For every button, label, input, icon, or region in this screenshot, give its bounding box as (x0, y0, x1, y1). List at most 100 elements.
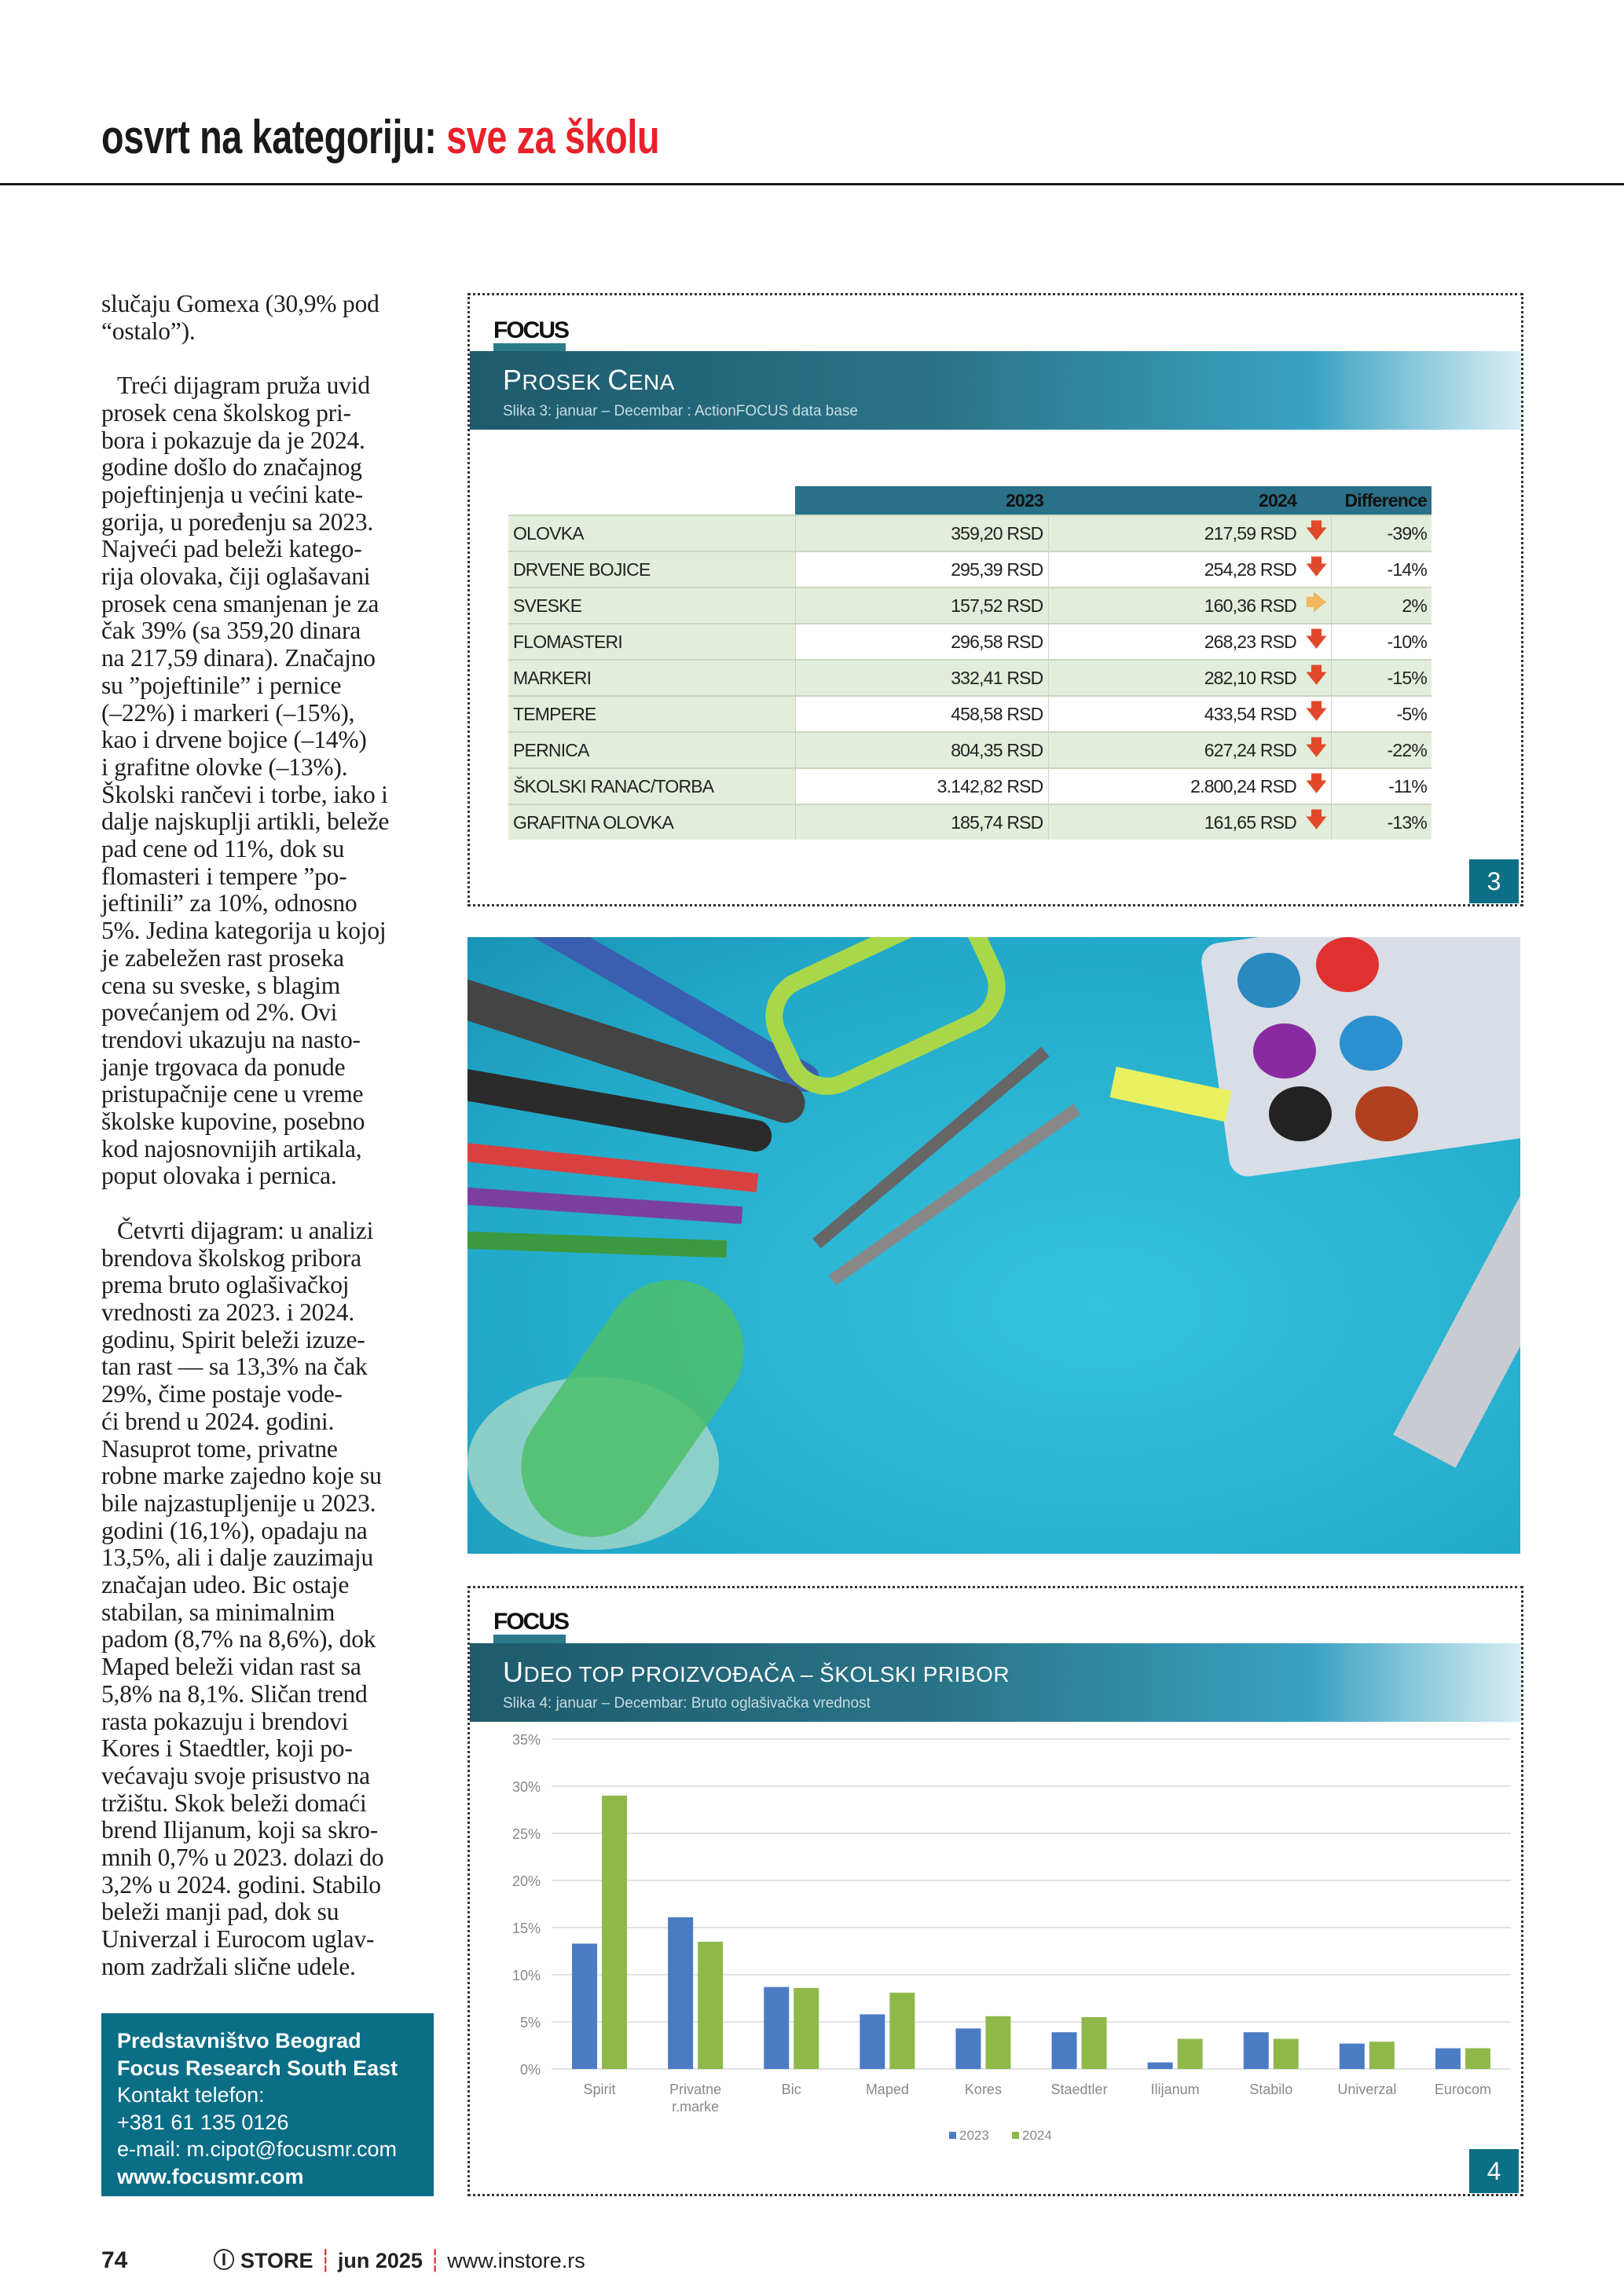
instore-logo-icon: Ⓘ (213, 2249, 235, 2272)
figure-subtitle: Slika 4: januar – Decembar: Bruto oglaši… (503, 1695, 871, 1712)
text-line: rasta pokazuju i brendovi (101, 1707, 349, 1735)
difference: -13% (1331, 804, 1432, 840)
text-line: kod najosnovnijih artikala, (101, 1134, 362, 1163)
sticky-note-shape (1109, 1066, 1232, 1122)
bar-2023 (668, 1917, 694, 2069)
value-2024: 217,59 RSD (1047, 514, 1301, 551)
row-label: PERNICA (508, 731, 795, 768)
contact-website[interactable]: www.focusmr.com (117, 2164, 304, 2188)
legend-swatch (949, 2132, 956, 2139)
focus-logo: FOCUS (493, 1610, 570, 1643)
contact-email[interactable]: e-mail: m.cipot@focusmr.com (117, 2137, 397, 2161)
separator: ┆ (428, 2249, 442, 2272)
figure-number-badge: 4 (1469, 2149, 1519, 2193)
text-line: i grafitne olovke (–13%). (101, 753, 348, 781)
table-row: DRVENE BOJICE 295,39 RSD 254,28 RSD 🡇 -14% (508, 551, 1432, 588)
text-line: dalje najskuplji artikli, beleže (101, 807, 390, 836)
page-number: 74 (101, 2247, 128, 2273)
bar-2023 (1243, 2032, 1269, 2069)
y-tick-label: 25% (512, 1826, 541, 1842)
article-paragraph: slučaju Gomexa (30,9% pod “ostalo”). (101, 290, 439, 345)
issue-date: jun 2025 (337, 2249, 423, 2272)
table-row: PERNICA 804,35 RSD 627,24 RSD 🡇 -22% (508, 731, 1432, 768)
row-label: DRVENE BOJICE (508, 551, 795, 588)
value-2023: 296,58 RSD (794, 623, 1048, 660)
text-line: školske kupovine, posebno (101, 1108, 365, 1136)
text-line: gorija, u poređenju sa 2023. (101, 507, 374, 536)
row-label: GRAFITNA OLOVKA (508, 804, 795, 840)
bar-2024 (889, 1992, 915, 2069)
page-footer: 74 Ⓘ STORE ┆ jun 2025 ┆ www.instore.rs (101, 2243, 585, 2274)
difference: -11% (1331, 767, 1432, 804)
header-rule (0, 183, 1624, 185)
difference: -5% (1331, 695, 1432, 732)
text-line: 29%, čime postaje vode- (101, 1380, 343, 1408)
text-line: trendovi ukazuju na nasto- (101, 1025, 361, 1053)
pencil-shape (467, 1230, 728, 1258)
col-header-2024: 2024 (1048, 486, 1301, 515)
text-line: 13,5%, ali i dalje zauzimaju (101, 1543, 374, 1572)
text-line: padom (8,7% na 8,6%), dok (101, 1625, 376, 1653)
x-tick-label: Maped (866, 2082, 909, 2097)
table-row: ŠKOLSKI RANAC/TORBA 3.142,82 RSD 2.800,24 … (508, 767, 1432, 804)
text-line: Najveći pad beleži katego- (101, 535, 362, 563)
table-row: MARKERI 332,41 RSD 282,10 RSD 🡇 -15% (508, 659, 1432, 696)
text-line: značajan udeo. Bic ostaje (101, 1571, 350, 1599)
value-2023: 359,20 RSD (794, 514, 1048, 551)
text-line: vrednosti za 2023. i 2024. (101, 1298, 354, 1326)
bar-2024 (1081, 2017, 1107, 2069)
x-tick-label: Privatne (669, 2082, 721, 2097)
value-2024: 160,36 RSD (1047, 587, 1301, 624)
price-table: 2023 2024 Difference OLOVKA 359,20 RSD 217… (508, 486, 1432, 840)
x-tick-label: Bic (782, 2082, 801, 2097)
arrow-down-icon: 🡇 (1301, 623, 1332, 660)
paint-well (1355, 1086, 1418, 1141)
bar-2024 (1465, 2048, 1490, 2069)
value-2023: 804,35 RSD (794, 731, 1048, 768)
x-tick-label: Staedtler (1051, 2082, 1108, 2097)
text-line: bora i pokazuje da je 2024. (101, 426, 365, 454)
text-line: slučaju Gomexa (30,9% pod (101, 290, 379, 317)
text-line: pristupačnije cene u vreme (101, 1080, 364, 1108)
page-title: osvrt na kategoriju: sve za školu (101, 110, 660, 164)
text-line: godini (16,1%), opadaju na (101, 1516, 368, 1544)
bar-2024 (1273, 2038, 1299, 2069)
text-line: Kores i Staedtler, koji po- (101, 1734, 353, 1763)
x-tick-label: Stabilo (1249, 2082, 1292, 2097)
value-2023: 185,74 RSD (794, 804, 1048, 840)
y-tick-label: 15% (512, 1921, 541, 1936)
text-line: jeftinili” za 10%, odnosno (101, 889, 357, 917)
value-2023: 458,58 RSD (794, 695, 1048, 732)
contact-office: Predstavništvo Beograd (117, 2029, 361, 2052)
bar-2024 (985, 2016, 1011, 2069)
text-line: Maped beleži vidan rast sa (101, 1653, 361, 1681)
text-line: “ostalo”). (101, 317, 196, 345)
x-tick-label: Eurocom (1435, 2082, 1491, 2097)
text-line: povećanjem od 2%. Ovi (101, 998, 338, 1027)
value-2024: 433,54 RSD (1047, 695, 1301, 732)
paint-well (1316, 937, 1379, 992)
bar-2023 (1435, 2048, 1461, 2069)
text-line: kao i drvene bojice (–14%) (101, 726, 367, 754)
text-line: janje trgovaca da ponude (101, 1053, 346, 1081)
bar-2024 (698, 1942, 724, 2069)
text-line: cena su sveske, s blagim (101, 971, 341, 999)
article-paragraph: Treći dijagram pruža uvid prosek cena ško… (101, 372, 439, 1190)
figure-number-badge: 3 (1469, 859, 1519, 903)
paint-well (1340, 1016, 1402, 1071)
bar-2023 (1051, 2032, 1077, 2069)
figure-3-panel: FOCUS PROSEK CENA Slika 3: januar – Dece… (467, 293, 1523, 906)
contact-company: Focus Research South East (117, 2056, 398, 2080)
arrow-down-icon: 🡇 (1301, 514, 1332, 551)
table-row: SVESKE 157,52 RSD 160,36 RSD 🡆 2% (508, 587, 1432, 624)
difference: -14% (1331, 551, 1432, 588)
table-row: FLOMASTERI 296,58 RSD 268,23 RSD 🡇 -10% (508, 623, 1432, 660)
brand-share-chart: 0% 5% 10% 15% 20% 25% 30% 35% Spirit Privatne r.ma… (512, 1732, 1511, 2143)
value-2024: 254,28 RSD (1047, 551, 1301, 588)
magazine-website[interactable]: www.instore.rs (447, 2249, 585, 2272)
text-line: većavaju svoje prisustvo na (101, 1761, 370, 1789)
paint-well (1237, 953, 1300, 1008)
text-line: brendova školskog pribora (101, 1243, 361, 1272)
legend-label: 2024 (1022, 2128, 1052, 2143)
pencil-shape (467, 1141, 759, 1192)
